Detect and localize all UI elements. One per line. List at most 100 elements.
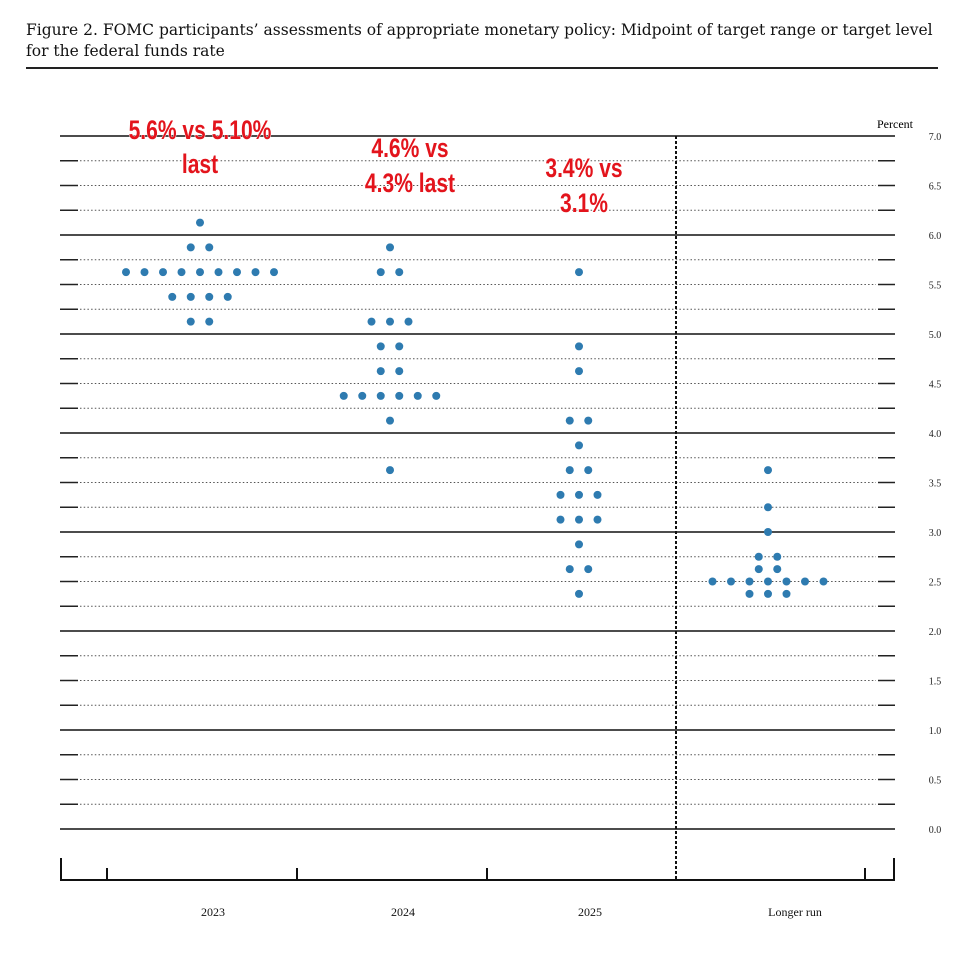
y-tick-label: 6.5 bbox=[929, 182, 942, 193]
annotation-text: 5.6% vs 5.10% bbox=[129, 116, 272, 146]
y-tick-label: 5.5 bbox=[929, 281, 942, 292]
dot-2025 bbox=[575, 342, 583, 351]
y-tick-label: 3.0 bbox=[929, 528, 942, 539]
dot-2025 bbox=[575, 490, 583, 499]
dot-2023 bbox=[186, 243, 195, 252]
dot-2025 bbox=[575, 441, 583, 450]
dot-longer-run bbox=[773, 565, 782, 574]
dot-2024 bbox=[376, 342, 385, 351]
dot-longer-run bbox=[773, 552, 782, 561]
dot-longer-run bbox=[745, 577, 754, 586]
y-tick-label: 5.0 bbox=[929, 330, 942, 341]
annotation-text: 4.6% vs bbox=[371, 134, 448, 164]
dot-2023 bbox=[196, 268, 204, 277]
x-tick-label: 2023 bbox=[201, 905, 225, 919]
dot-2024 bbox=[376, 367, 385, 376]
dot-2023 bbox=[205, 292, 214, 301]
dot-2023 bbox=[205, 317, 214, 326]
dot-2023 bbox=[186, 292, 195, 301]
dot-longer-run bbox=[745, 589, 754, 598]
dot-2023 bbox=[205, 243, 214, 252]
x-tick-label: 2025 bbox=[578, 905, 602, 919]
dot-2024 bbox=[367, 317, 376, 326]
annotation-text: last bbox=[182, 150, 218, 180]
annotation-text: 4.3% last bbox=[365, 169, 455, 199]
dot-2025 bbox=[575, 367, 583, 376]
y-tick-label: 0.5 bbox=[929, 776, 942, 787]
dot-2023 bbox=[233, 268, 241, 277]
dot-2023 bbox=[223, 292, 232, 301]
dot-2024 bbox=[358, 391, 367, 400]
dot-2025 bbox=[565, 466, 574, 475]
dot-2023 bbox=[270, 268, 278, 277]
dot-2023 bbox=[186, 317, 195, 326]
dot-longer-run bbox=[782, 589, 791, 598]
dot-longer-run bbox=[754, 552, 763, 561]
dot-2025 bbox=[575, 540, 583, 549]
dot-longer-run bbox=[801, 577, 809, 586]
dot-2025 bbox=[575, 268, 583, 277]
dot-longer-run bbox=[764, 528, 772, 536]
dot-2024 bbox=[386, 317, 394, 326]
y-tick-label: 7.0 bbox=[929, 132, 942, 143]
dot-2023 bbox=[251, 268, 260, 277]
x-tick-label: Longer run bbox=[768, 905, 822, 919]
dot-2025 bbox=[575, 515, 583, 524]
y-tick-label: 0.0 bbox=[929, 825, 942, 836]
y-tick-label: 3.5 bbox=[929, 479, 942, 490]
dot-2023 bbox=[168, 292, 177, 301]
dot-2024 bbox=[395, 367, 404, 376]
dot-2024 bbox=[386, 466, 394, 475]
y-tick-label: 1.0 bbox=[929, 726, 942, 737]
dot-2024 bbox=[339, 391, 348, 400]
dot-2024 bbox=[395, 391, 404, 400]
dot-longer-run bbox=[764, 577, 772, 586]
y-tick-label: 4.0 bbox=[929, 429, 942, 440]
y-tick-label: 6.0 bbox=[929, 231, 942, 242]
dot-2024 bbox=[413, 391, 422, 400]
dot-2025 bbox=[584, 565, 593, 574]
y-tick-label: 1.5 bbox=[929, 677, 942, 688]
dot-2025 bbox=[593, 515, 602, 524]
dot-longer-run bbox=[782, 577, 791, 586]
annotation-text: 3.1% bbox=[560, 189, 608, 219]
dot-2024 bbox=[432, 391, 441, 400]
dot-2024 bbox=[395, 342, 404, 351]
dot-longer-run bbox=[819, 577, 828, 586]
y-axis-label: Percent bbox=[877, 117, 914, 131]
dot-2024 bbox=[395, 268, 404, 277]
dot-2025 bbox=[565, 565, 574, 574]
dot-2025 bbox=[584, 416, 593, 425]
dot-2023 bbox=[122, 268, 130, 277]
y-tick-label: 2.0 bbox=[929, 627, 942, 638]
dot-2025 bbox=[565, 416, 574, 425]
dot-2023 bbox=[177, 268, 186, 277]
dot-2025 bbox=[593, 490, 602, 499]
dot-2023 bbox=[214, 268, 223, 277]
dot-2025 bbox=[584, 466, 593, 475]
dot-2024 bbox=[386, 243, 394, 252]
dot-longer-run bbox=[764, 503, 772, 512]
x-tick-label: 2024 bbox=[391, 905, 415, 919]
annotation-text: 3.4% vs bbox=[545, 154, 622, 184]
dot-2023 bbox=[196, 218, 204, 227]
dot-2025 bbox=[556, 515, 565, 524]
dot-2024 bbox=[404, 317, 413, 326]
dot-2024 bbox=[376, 391, 385, 400]
dot-2023 bbox=[159, 268, 167, 277]
dot-2024 bbox=[376, 268, 385, 277]
dot-longer-run bbox=[754, 565, 763, 574]
dot-2023 bbox=[140, 268, 149, 277]
dot-longer-run bbox=[764, 466, 772, 475]
dot-longer-run bbox=[764, 589, 772, 598]
dot-2024 bbox=[386, 416, 394, 425]
dot-longer-run bbox=[727, 577, 735, 586]
dot-2025 bbox=[556, 490, 565, 499]
chart-title: Figure 2. FOMC participants’ assessments… bbox=[26, 20, 938, 69]
y-tick-label: 4.5 bbox=[929, 380, 942, 391]
dot-longer-run bbox=[708, 577, 717, 586]
dot-2025 bbox=[575, 589, 583, 598]
y-tick-label: 2.5 bbox=[929, 578, 942, 589]
